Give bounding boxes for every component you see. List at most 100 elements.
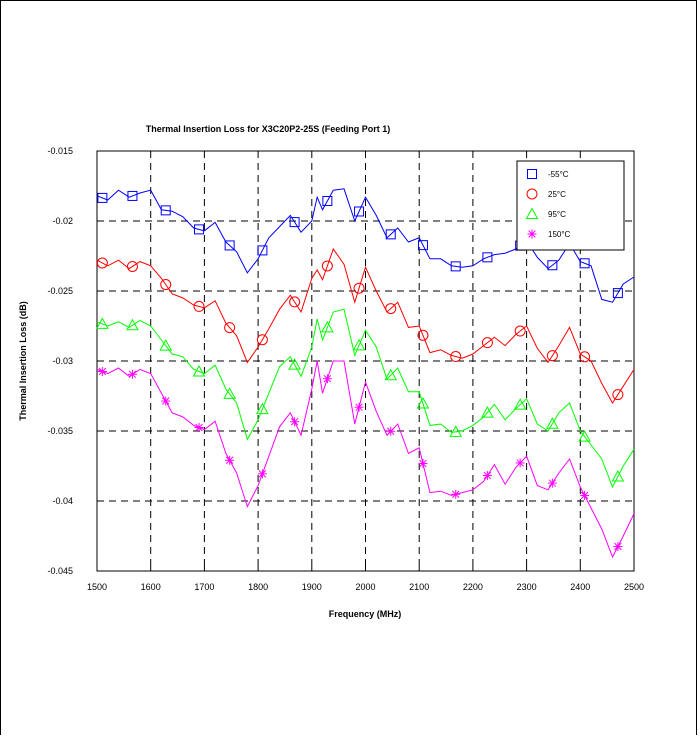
data-point xyxy=(613,542,623,551)
data-point xyxy=(385,303,397,315)
data-point xyxy=(322,195,333,206)
data-point xyxy=(354,206,365,217)
data-point xyxy=(256,402,269,415)
data-point xyxy=(194,423,204,432)
x-ticks: 1500 1600 1700 1800 1900 2000 2100 2200 2300 2400… xyxy=(87,566,644,592)
data-point xyxy=(546,350,558,362)
data-point xyxy=(353,282,365,294)
series-line xyxy=(96,188,635,303)
x-tick-label: 2200 xyxy=(463,582,483,592)
data-point xyxy=(612,288,623,299)
data-point xyxy=(416,397,430,409)
y-tick-label: -0.035 xyxy=(47,426,73,436)
data-point xyxy=(160,279,172,291)
data-point xyxy=(288,358,301,370)
legend-marker xyxy=(526,188,538,200)
data-point xyxy=(611,469,625,482)
data-point xyxy=(256,334,268,346)
x-tick-label: 1700 xyxy=(194,582,214,592)
x-tick-label: 1900 xyxy=(302,582,322,592)
y-tick-label: -0.03 xyxy=(52,356,73,366)
data-point xyxy=(546,417,559,429)
data-point xyxy=(578,430,591,442)
data-point xyxy=(384,368,398,381)
y-tick-label: -0.02 xyxy=(52,216,73,226)
data-point xyxy=(352,338,366,351)
y-tick-label: -0.015 xyxy=(47,146,73,156)
data-point xyxy=(580,490,590,500)
y-ticks: -0.015 -0.02 -0.025 -0.03 -0.035 -0.04 -0.045 xyxy=(47,146,102,576)
data-point xyxy=(417,329,429,341)
x-tick-label: 2100 xyxy=(409,582,429,592)
data-point xyxy=(126,261,138,272)
data-point xyxy=(481,406,494,418)
data-point xyxy=(289,296,301,308)
legend-box xyxy=(516,160,625,251)
data-point xyxy=(127,190,138,201)
data-point xyxy=(225,455,235,465)
data-point xyxy=(450,351,462,363)
data-point xyxy=(224,322,236,334)
data-point xyxy=(481,337,493,349)
data-point xyxy=(515,458,525,468)
data-point xyxy=(449,425,463,437)
x-tick-label: 1800 xyxy=(248,582,268,592)
data-point xyxy=(161,396,171,406)
x-tick-label: 2000 xyxy=(355,582,375,592)
chart-title: Thermal Insertion Loss for X3C20P2-25S (… xyxy=(146,124,391,134)
y-tick-label: -0.025 xyxy=(47,286,73,296)
data-point xyxy=(96,317,109,329)
data-point xyxy=(192,364,206,377)
data-point xyxy=(579,351,591,363)
data-point xyxy=(223,387,236,399)
x-axis-label: Frequency (MHz) xyxy=(329,609,402,619)
data-point xyxy=(96,257,108,269)
data-point xyxy=(513,398,527,410)
series-line xyxy=(96,247,635,404)
legend-label: 150°C xyxy=(548,230,571,239)
data-point xyxy=(385,229,396,240)
data-point xyxy=(321,260,333,272)
series-1 xyxy=(96,247,635,404)
series-3 xyxy=(96,360,635,559)
data-point xyxy=(289,217,300,228)
series-2 xyxy=(96,308,635,489)
x-tick-label: 2400 xyxy=(570,582,590,592)
data-point xyxy=(194,224,205,235)
y-tick-label: -0.045 xyxy=(47,566,73,576)
data-point xyxy=(257,245,268,256)
x-tick-label: 1500 xyxy=(87,582,107,592)
legend: -55°C 25°C 95°C 150°C xyxy=(516,160,625,251)
legend-label: -55°C xyxy=(548,170,569,179)
legend-marker xyxy=(527,169,537,179)
data-point xyxy=(97,367,107,376)
x-tick-label: 2300 xyxy=(517,582,537,592)
series-group xyxy=(96,188,635,559)
data-point xyxy=(193,300,205,312)
data-point xyxy=(482,471,492,481)
x-tick-label: 1600 xyxy=(141,582,161,592)
data-point xyxy=(126,318,139,331)
data-point xyxy=(224,240,235,251)
data-point xyxy=(451,489,461,499)
data-point xyxy=(418,458,428,468)
data-point xyxy=(417,240,428,251)
data-point xyxy=(159,339,173,351)
data-point xyxy=(97,192,108,203)
data-point xyxy=(322,374,332,384)
legend-marker xyxy=(527,229,537,239)
y-tick-label: -0.04 xyxy=(52,496,73,506)
data-point xyxy=(160,205,171,216)
data-point xyxy=(290,417,300,427)
data-point xyxy=(386,426,396,436)
legend-label: 25°C xyxy=(548,190,566,199)
x-tick-label: 2500 xyxy=(624,582,644,592)
data-point xyxy=(257,469,267,479)
data-point xyxy=(127,369,137,379)
y-axis-label: Thermal Insertion Loss (dB) xyxy=(18,301,28,421)
data-point xyxy=(547,478,557,488)
data-point xyxy=(612,389,624,401)
data-point xyxy=(514,325,526,337)
